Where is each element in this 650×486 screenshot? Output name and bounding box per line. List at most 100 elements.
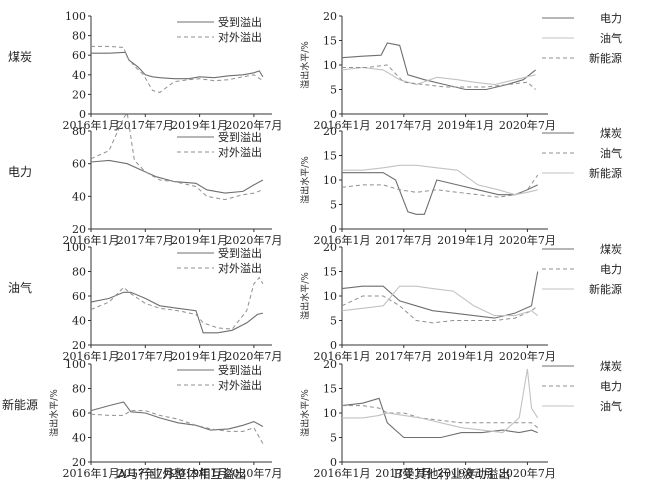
series-line-对外溢出 [91, 45, 264, 93]
x-tick-label: 2020年7月 [499, 233, 556, 247]
x-tick-label: 2020年7月 [225, 466, 282, 480]
series-line-油气 [342, 368, 539, 434]
series-line-新能源 [342, 64, 536, 90]
y-tick-label: 5 [330, 315, 337, 328]
row-label-3: 新能源 [2, 397, 38, 412]
legend-label: 电力 [600, 12, 622, 25]
series-line-对外溢出 [90, 276, 264, 330]
series-line-受到溢出 [90, 159, 264, 194]
legend-label: 新能源 [589, 166, 622, 180]
x-tick-label: 2017年7月 [117, 233, 174, 247]
y-tick-label: 10 [323, 59, 337, 72]
y-tick-label: 20 [323, 358, 337, 371]
series-line-受到溢出 [91, 51, 264, 80]
x-tick-label: 2019年1月 [171, 233, 228, 247]
x-tick-label: 2016年1月 [63, 349, 120, 363]
y-tick-label: 20 [323, 241, 337, 254]
x-tick-label: 2019年1月 [437, 466, 494, 480]
y-tick-label: 100 [65, 241, 86, 254]
legend-label: 受到溢出 [218, 246, 262, 260]
caption-right: B受其他行业波动溢出 [394, 467, 511, 481]
y-tick-label: 60 [72, 290, 86, 303]
legend-label: 对外溢出 [218, 378, 262, 392]
y-tick-label: 5 [330, 432, 337, 445]
legend-label: 对外溢出 [218, 145, 262, 159]
series-line-受到溢出 [90, 291, 264, 334]
y-tick-label: 15 [323, 35, 337, 48]
legend-label: 电力 [600, 263, 622, 276]
caption-left: A与行业外整体相互溢出 [117, 466, 247, 481]
y-tick-label: 5 [330, 199, 337, 212]
y-tick-label: 60 [72, 158, 86, 171]
legend-label: 新能源 [589, 282, 622, 296]
y-tick-label: 0 [79, 108, 86, 121]
series-line-新能源 [341, 285, 539, 317]
series-line-煤炭 [342, 172, 538, 215]
series-line-对外溢出 [90, 410, 264, 444]
series-line-新能源 [342, 164, 538, 196]
x-tick-label: 2019年1月 [171, 118, 228, 132]
legend-label: 对外溢出 [218, 30, 262, 44]
legend-label: 煤炭 [600, 127, 622, 140]
series-line-煤炭 [341, 271, 539, 319]
legend-label: 煤炭 [600, 243, 622, 256]
x-tick-label: 2020年7月 [499, 466, 556, 480]
y-tick-label: 80 [72, 125, 86, 138]
row-label-1: 电力 [8, 165, 32, 179]
y-tick-label: 10 [323, 290, 337, 303]
series-line-对外溢出 [90, 111, 264, 201]
x-tick-label: 2020年7月 [225, 118, 282, 132]
x-tick-label: 2019年1月 [171, 349, 228, 363]
x-tick-label: 2016年1月 [314, 233, 371, 247]
y-tick-label: 10 [323, 174, 337, 187]
y-tick-label: 0 [330, 223, 337, 236]
x-tick-label: 2016年1月 [314, 466, 371, 480]
y-tick-label: 0 [330, 456, 337, 469]
legend-label: 油气 [600, 146, 622, 160]
x-tick-label: 2020年7月 [225, 233, 282, 247]
y-axis-label: 溢出水平/% [299, 389, 311, 437]
y-tick-label: 100 [65, 358, 86, 371]
y-tick-label: 60 [72, 407, 86, 420]
x-tick-label: 2017年7月 [117, 349, 174, 363]
legend-label: 电力 [600, 380, 622, 393]
y-tick-label: 20 [323, 10, 337, 23]
x-tick-label: 2016年1月 [63, 466, 120, 480]
legend-label: 受到溢出 [218, 130, 262, 144]
x-tick-label: 2020年7月 [499, 118, 556, 132]
y-axis-label: 溢出水平/% [299, 156, 311, 204]
legend-label: 对外溢出 [218, 261, 262, 275]
series-line-电力 [342, 405, 539, 429]
series-line-煤炭 [341, 397, 538, 439]
y-tick-label: 20 [72, 88, 86, 101]
legend-label: 新能源 [589, 51, 622, 65]
series-line-电力 [341, 295, 539, 324]
row-label-2: 油气 [8, 280, 32, 295]
legend-label: 受到溢出 [218, 15, 262, 29]
x-tick-label: 2016年1月 [63, 118, 120, 132]
row-label-0: 煤炭 [8, 50, 32, 64]
y-tick-label: 80 [72, 383, 86, 396]
y-tick-label: 10 [323, 407, 337, 420]
y-tick-label: 20 [72, 223, 86, 236]
y-tick-label: 100 [65, 10, 86, 23]
x-tick-label: 2017年7月 [117, 118, 174, 132]
x-tick-label: 2019年1月 [437, 233, 494, 247]
x-tick-label: 2017年7月 [375, 349, 432, 363]
y-tick-label: 40 [72, 315, 86, 328]
x-tick-label: 2016年1月 [63, 233, 120, 247]
y-tick-label: 20 [72, 456, 86, 469]
legend-label: 油气 [600, 399, 622, 413]
y-axis-label: 溢出水平/% [48, 389, 60, 437]
y-tick-label: 15 [323, 150, 337, 163]
x-tick-label: 2019年1月 [171, 466, 228, 480]
series-line-电力 [341, 42, 536, 91]
y-tick-label: 0 [330, 339, 337, 352]
legend-label: 煤炭 [600, 360, 622, 373]
y-tick-label: 40 [72, 432, 86, 445]
y-tick-label: 15 [323, 383, 337, 396]
y-axis-label: 溢出水平/% [299, 41, 311, 89]
series-line-油气 [341, 66, 536, 86]
